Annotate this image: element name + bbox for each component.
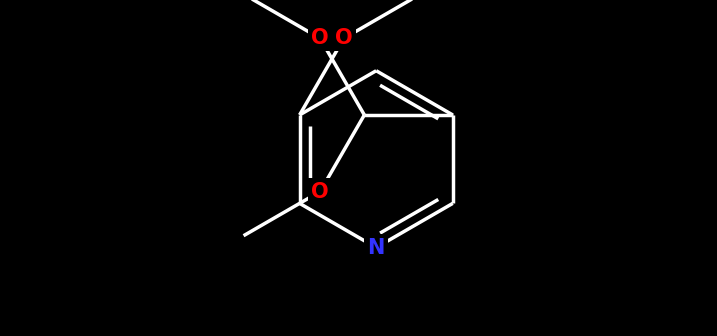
Text: N: N	[368, 238, 385, 258]
Text: O: O	[335, 28, 353, 48]
Text: O: O	[311, 28, 329, 48]
Text: O: O	[311, 181, 329, 202]
